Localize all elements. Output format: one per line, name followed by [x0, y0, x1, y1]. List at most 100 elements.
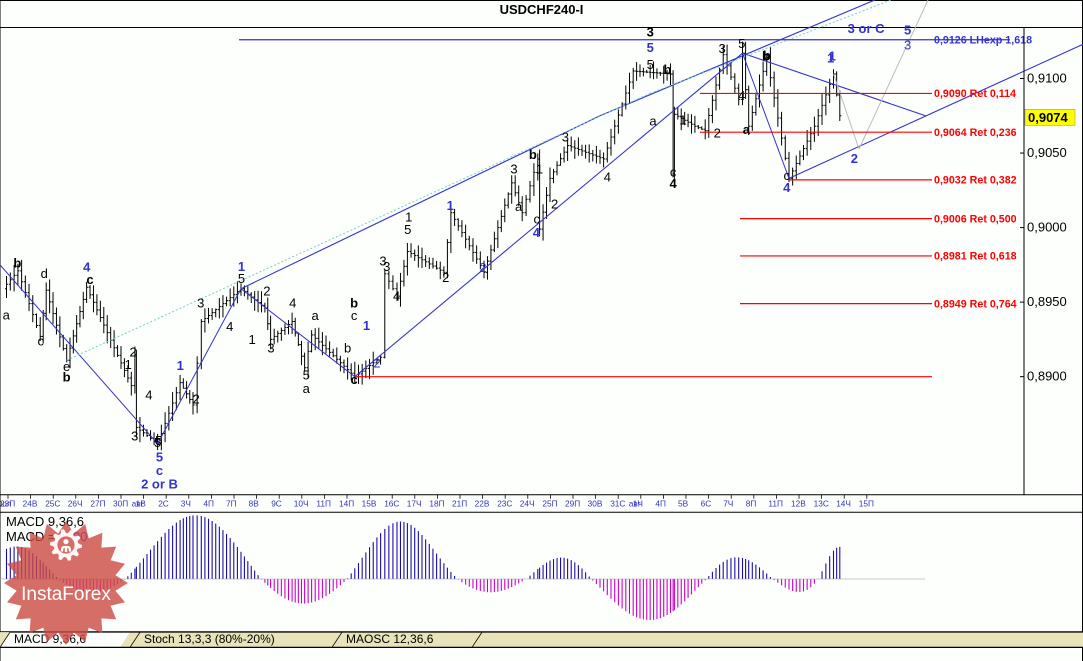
- svg-text:3: 3: [904, 38, 911, 53]
- svg-text:a: a: [649, 114, 657, 129]
- svg-text:5: 5: [647, 40, 654, 55]
- svg-text:1: 1: [248, 332, 255, 347]
- svg-text:4: 4: [669, 176, 677, 191]
- svg-text:1: 1: [177, 358, 184, 373]
- svg-text:2: 2: [479, 260, 486, 275]
- svg-text:c: c: [86, 272, 93, 287]
- svg-text:2С: 2С: [158, 499, 169, 509]
- svg-text:1: 1: [125, 357, 132, 372]
- svg-text:5: 5: [238, 271, 245, 286]
- svg-text:5: 5: [154, 435, 161, 450]
- svg-text:c: c: [351, 308, 358, 323]
- svg-text:Stoch 13,3,3 (80%-20%): Stoch 13,3,3 (80%-20%): [144, 632, 275, 646]
- svg-text:0,9050: 0,9050: [1027, 145, 1067, 160]
- svg-text:14Ч: 14Ч: [836, 499, 851, 509]
- svg-text:3: 3: [131, 428, 138, 443]
- svg-text:5: 5: [404, 222, 411, 237]
- svg-text:21П: 21П: [452, 499, 467, 509]
- svg-text:4: 4: [289, 296, 296, 311]
- svg-text:0,9006 Ret 0,500: 0,9006 Ret 0,500: [934, 213, 1017, 225]
- svg-text:13С: 13С: [814, 499, 829, 509]
- svg-text:1: 1: [363, 318, 370, 333]
- svg-text:25П: 25П: [542, 499, 557, 509]
- svg-text:5: 5: [647, 57, 654, 72]
- svg-text:0,9100: 0,9100: [1027, 71, 1067, 86]
- svg-text:c: c: [37, 333, 44, 348]
- svg-text:3: 3: [379, 254, 386, 269]
- svg-text:10Ч: 10Ч: [294, 499, 309, 509]
- svg-text:25С: 25С: [45, 499, 60, 509]
- svg-text:30В: 30В: [588, 499, 603, 509]
- svg-text:4: 4: [226, 319, 233, 334]
- svg-text:24Ч: 24Ч: [520, 499, 535, 509]
- svg-text:b: b: [529, 147, 537, 162]
- svg-text:15В: 15В: [362, 499, 377, 509]
- svg-text:4П: 4П: [655, 499, 666, 509]
- svg-text:16С: 16С: [384, 499, 399, 509]
- svg-text:b: b: [13, 256, 21, 271]
- svg-text:a: a: [515, 199, 523, 214]
- svg-text:0,8949 Ret 0,764: 0,8949 Ret 0,764: [934, 298, 1017, 310]
- svg-text:0,8900: 0,8900: [1027, 369, 1067, 384]
- svg-text:8В: 8В: [249, 499, 260, 509]
- svg-text:3: 3: [510, 161, 517, 176]
- svg-text:0,9074: 0,9074: [1028, 110, 1069, 125]
- svg-text:29П: 29П: [565, 499, 580, 509]
- svg-text:2: 2: [263, 283, 270, 298]
- svg-text:b: b: [344, 340, 351, 355]
- svg-text:6С: 6С: [701, 499, 712, 509]
- svg-text:2: 2: [714, 125, 721, 140]
- svg-text:2 or B: 2 or B: [141, 477, 178, 492]
- svg-text:2: 2: [851, 151, 858, 166]
- svg-text:2: 2: [442, 270, 449, 285]
- svg-text:4: 4: [604, 170, 611, 185]
- svg-text:11П: 11П: [316, 499, 331, 509]
- svg-text:0,9000: 0,9000: [1027, 220, 1067, 235]
- svg-text:4: 4: [393, 288, 400, 303]
- svg-text:7П: 7П: [226, 499, 237, 509]
- svg-text:1: 1: [447, 198, 454, 213]
- svg-text:1: 1: [679, 113, 686, 128]
- svg-text:5: 5: [738, 36, 745, 51]
- svg-text:0,9090 Ret 0,114: 0,9090 Ret 0,114: [934, 88, 1016, 100]
- svg-text:0,8950: 0,8950: [1027, 294, 1067, 309]
- svg-text:0,8981 Ret 0,618: 0,8981 Ret 0,618: [934, 251, 1017, 263]
- svg-text:3: 3: [647, 24, 654, 39]
- svg-text:июл: июл: [0, 499, 12, 509]
- svg-text:3: 3: [267, 340, 274, 355]
- svg-text:3Ч: 3Ч: [181, 499, 191, 509]
- svg-text:3: 3: [718, 41, 725, 56]
- svg-text:4П: 4П: [203, 499, 214, 509]
- svg-text:авг: авг: [629, 499, 641, 509]
- svg-text:2: 2: [551, 196, 558, 211]
- svg-text:8П: 8П: [746, 499, 757, 509]
- svg-text:a: a: [743, 122, 751, 137]
- svg-text:a: a: [311, 308, 319, 323]
- svg-text:2: 2: [192, 392, 199, 407]
- svg-text:0,9064 Ret 0,236: 0,9064 Ret 0,236: [934, 127, 1017, 139]
- svg-text:b: b: [63, 370, 71, 385]
- svg-text:a: a: [303, 381, 311, 396]
- svg-text:1: 1: [827, 50, 834, 65]
- svg-text:24В: 24В: [23, 499, 38, 509]
- svg-text:4: 4: [145, 388, 152, 403]
- svg-text:0,9126 LHexp 1,618: 0,9126 LHexp 1,618: [934, 35, 1032, 47]
- svg-text:a: a: [3, 308, 11, 323]
- svg-text:4: 4: [783, 180, 791, 195]
- svg-text:5: 5: [904, 22, 911, 37]
- svg-text:3: 3: [562, 130, 569, 145]
- svg-text:22В: 22В: [475, 499, 490, 509]
- svg-text:14П: 14П: [339, 499, 354, 509]
- svg-text:12В: 12В: [791, 499, 806, 509]
- svg-text:c: c: [350, 372, 357, 387]
- svg-text:b: b: [664, 62, 672, 77]
- svg-text:0,9032 Ret 0,382: 0,9032 Ret 0,382: [934, 175, 1017, 187]
- svg-text:4: 4: [738, 88, 745, 103]
- svg-text:3 or C: 3 or C: [848, 21, 885, 36]
- svg-text:17Ч: 17Ч: [407, 499, 422, 509]
- svg-text:2: 2: [373, 356, 380, 371]
- svg-text:27П: 27П: [90, 499, 105, 509]
- svg-text:15П: 15П: [859, 499, 874, 509]
- svg-text:9С: 9С: [271, 499, 282, 509]
- svg-text:InstaForex: InstaForex: [21, 584, 111, 605]
